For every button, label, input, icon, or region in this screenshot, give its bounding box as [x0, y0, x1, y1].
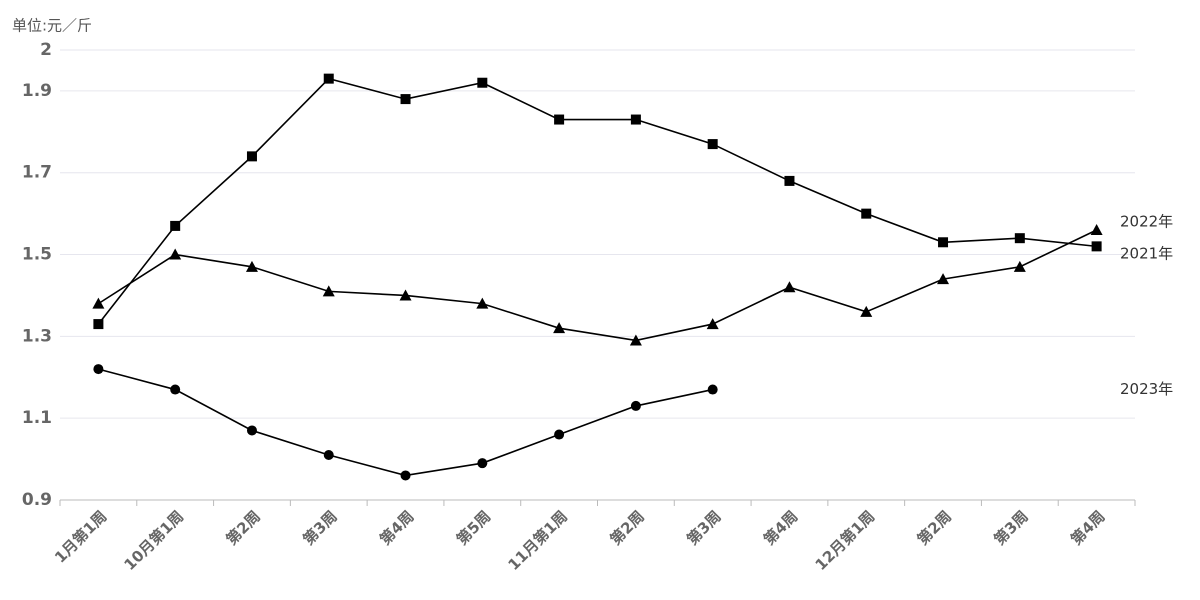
- point: [323, 73, 334, 84]
- y-tick-label: 1.5: [22, 245, 52, 265]
- point: [400, 94, 411, 105]
- point: [476, 297, 489, 309]
- y-tick-label: 0.9: [22, 490, 52, 510]
- point: [246, 151, 257, 162]
- x-tick-label: 第3周: [991, 507, 1032, 548]
- point: [630, 400, 641, 411]
- x-tick-label: 第3周: [683, 507, 724, 548]
- point: [1013, 260, 1026, 272]
- point: [861, 208, 872, 219]
- point: [707, 384, 718, 395]
- x-tick-label: 第2周: [914, 507, 955, 548]
- point: [554, 429, 565, 440]
- point: [783, 281, 796, 293]
- point: [706, 318, 719, 330]
- series-label: 2021年: [1120, 245, 1173, 263]
- x-tick-label: 第4周: [760, 507, 801, 548]
- series-label: 2022年: [1120, 213, 1173, 231]
- point: [322, 285, 335, 297]
- point: [170, 384, 181, 395]
- y-tick-label: 1.3: [22, 326, 52, 346]
- point: [323, 450, 334, 460]
- point: [1091, 241, 1102, 252]
- x-tick-label: 11月第1周: [504, 507, 571, 574]
- point: [554, 114, 565, 125]
- y-tick-label: 1.9: [22, 81, 52, 101]
- x-tick-label: 第4周: [376, 507, 417, 548]
- point: [937, 273, 950, 285]
- point: [93, 319, 104, 330]
- point: [629, 334, 642, 346]
- point: [860, 305, 873, 317]
- point: [170, 220, 181, 231]
- y-tick-label: 1.1: [22, 408, 52, 428]
- point: [477, 77, 488, 88]
- x-tick-label: 第4周: [1067, 507, 1108, 548]
- point: [169, 248, 182, 260]
- point: [1090, 224, 1103, 235]
- x-tick-label: 第3周: [299, 507, 340, 548]
- point: [707, 139, 718, 150]
- point: [938, 237, 949, 248]
- point: [93, 364, 104, 375]
- line: [98, 368, 713, 477]
- x-tick-label: 第2周: [607, 507, 648, 548]
- point: [477, 458, 488, 469]
- series-label: 2023年: [1120, 380, 1173, 398]
- y-tick-label: 2: [40, 40, 52, 60]
- point: [553, 322, 566, 334]
- point: [399, 289, 412, 301]
- point: [246, 425, 257, 436]
- x-tick-label: 第2周: [223, 507, 264, 548]
- x-tick-label: 10月第1周: [120, 507, 187, 574]
- line: [97, 77, 1097, 325]
- line: [97, 229, 1097, 342]
- x-tick-label: 12月第1周: [812, 507, 879, 574]
- x-tick-label: 第5周: [453, 507, 494, 548]
- point: [1014, 233, 1025, 244]
- point: [400, 470, 411, 481]
- x-tick-label: 1月第1周: [51, 507, 110, 566]
- point: [630, 114, 641, 125]
- y-tick-label: 1.7: [22, 163, 52, 183]
- y-axis-label: 单位:元／斤: [12, 17, 92, 35]
- point: [92, 297, 105, 309]
- point: [784, 175, 795, 186]
- point: [245, 260, 258, 272]
